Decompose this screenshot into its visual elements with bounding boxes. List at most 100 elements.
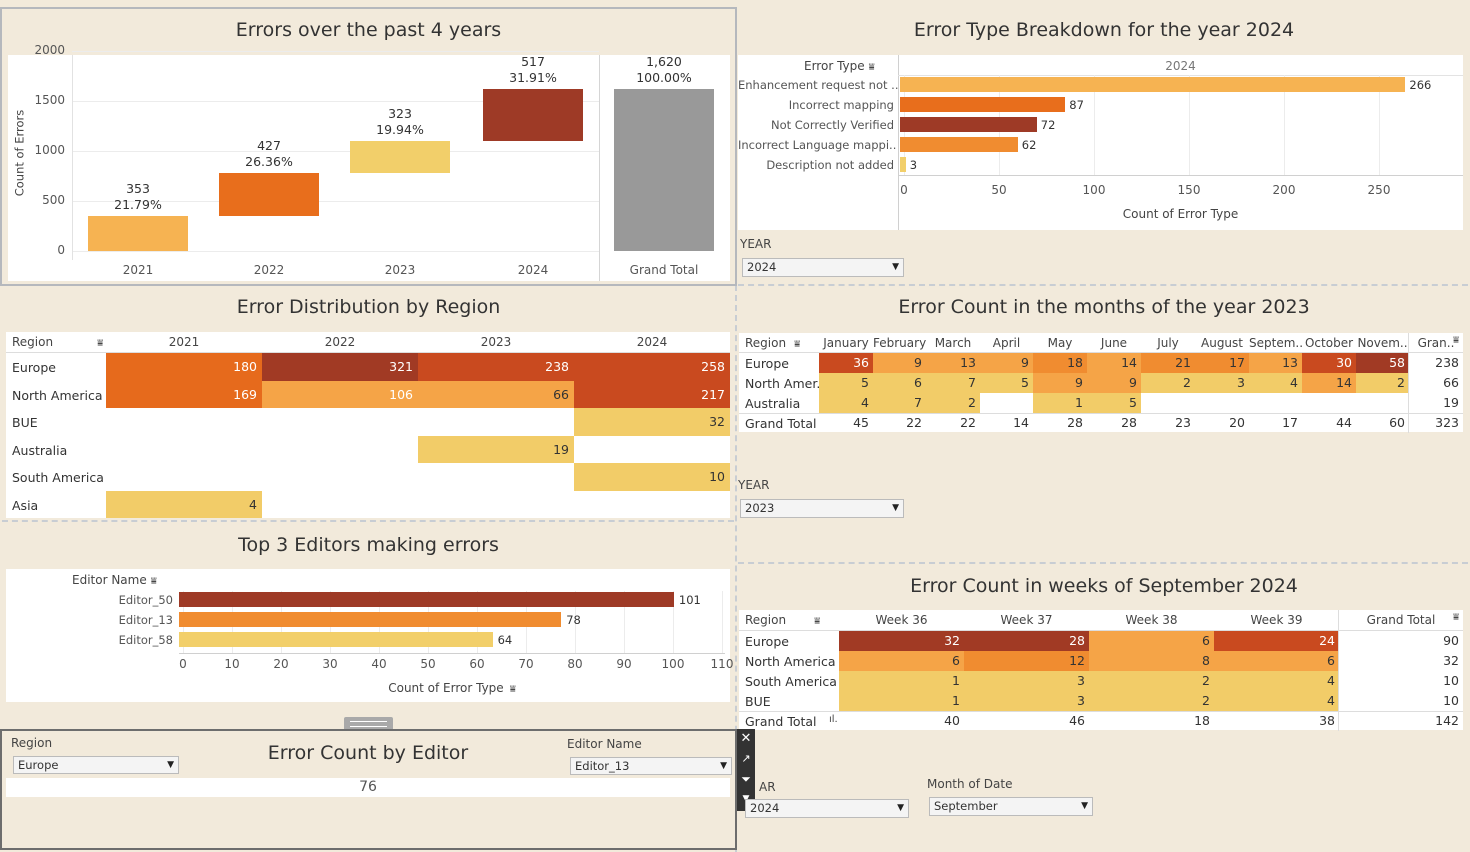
waterfall-panel[interactable]: [0, 7, 737, 286]
months-cell: 13: [926, 353, 980, 373]
editors-x-tick: 80: [567, 657, 583, 671]
filter-icon[interactable]: ⏷: [741, 772, 751, 786]
weeks-cell: 3: [964, 691, 1089, 711]
resize-handle[interactable]: [344, 717, 393, 729]
editors-x-label-text: Count of Error Type: [388, 681, 504, 695]
year-filter2-dropdown[interactable]: 2023 ▼: [740, 499, 904, 518]
chevron-down-icon: ▼: [897, 803, 904, 813]
waterfall-x-tick: 2023: [384, 263, 416, 277]
region-dist-year-header: 2023: [480, 335, 512, 349]
editor-count-region-label: Region: [11, 736, 53, 750]
editors-x-tick: 100: [661, 657, 685, 671]
bottom-year-dropdown[interactable]: 2024 ▼: [745, 799, 909, 818]
editors-gridline: [575, 591, 576, 653]
waterfall-percent-label: 100.00%: [636, 70, 692, 85]
months-region-label: Europe: [745, 356, 789, 371]
waterfall-value-label: 353: [126, 180, 150, 196]
months-header: May: [1047, 336, 1073, 350]
error-type-value-label: 72: [1040, 118, 1056, 132]
months-cell: 4: [819, 393, 873, 413]
sort-icon[interactable]: ⩸: [150, 576, 157, 587]
chevron-down-icon: ▼: [167, 760, 174, 770]
error-type-row-label: Incorrect mapping: [788, 98, 894, 112]
months-cell: 5: [819, 373, 873, 393]
sort-icon[interactable]: ⩸: [794, 339, 801, 350]
months-header: Gran..: [1417, 336, 1455, 350]
bottom-year-value: 2024: [750, 801, 780, 815]
error-type-value-label: 87: [1069, 98, 1084, 112]
editors-title: Top 3 Editors making errors: [238, 534, 499, 556]
months-row-total: 66: [1443, 375, 1459, 390]
region-dist-cell: 4: [106, 490, 262, 518]
months-col-header[interactable]: Region ⩸: [745, 336, 800, 350]
sort-icon[interactable]: ⩸: [868, 62, 875, 73]
editors-row-label: Editor_50: [118, 593, 173, 607]
year-filter-dropdown[interactable]: 2024 ▼: [742, 258, 904, 277]
waterfall-percent-label: 21.79%: [114, 196, 162, 212]
waterfall-gridline: [72, 101, 599, 102]
weeks-region-label: Europe: [745, 634, 789, 649]
error-type-bar: [900, 137, 1018, 152]
region-dist-cell: 217: [574, 380, 730, 408]
waterfall-percent-label: 26.36%: [245, 154, 293, 169]
region-dist-cell: 169: [106, 380, 262, 408]
editors-x-tick: 70: [518, 657, 534, 671]
region-dist-cell: 66: [418, 380, 574, 408]
months-header: March: [934, 336, 972, 350]
close-icon[interactable]: ✕: [740, 731, 752, 746]
months-grand-total-label: Grand Total: [745, 416, 817, 431]
months-cell: 9: [980, 353, 1033, 373]
error-type-bar: [900, 157, 906, 172]
weeks-col-header[interactable]: Region ⩸: [745, 613, 820, 627]
region-filter-dropdown[interactable]: Europe ▼: [13, 756, 179, 774]
error-type-col-header[interactable]: Error Type ⩸: [804, 59, 875, 73]
open-external-icon[interactable]: ↗: [741, 752, 751, 765]
editors-x-tick: 110: [710, 657, 734, 671]
region-dist-col-header-label: Region: [12, 335, 54, 349]
sort-icon[interactable]: ⩸: [509, 684, 516, 695]
sort-icon[interactable]: ⩸: [814, 616, 821, 627]
editors-col-header[interactable]: Editor Name ⩸: [72, 573, 157, 587]
waterfall-y-tick: 1000: [34, 143, 65, 157]
weeks-cell: 1: [839, 671, 964, 691]
weeks-row-total: 10: [1443, 673, 1459, 688]
months-grand-total-cell: 23: [1175, 415, 1191, 430]
month-filter-dropdown[interactable]: September ▼: [929, 797, 1093, 816]
weeks-grand-total-cell: 40: [944, 713, 960, 728]
editor-count-panel[interactable]: [0, 729, 737, 850]
editor-filter-dropdown[interactable]: Editor_13 ▼: [570, 757, 732, 775]
weeks-grand-total-cell: 18: [1194, 713, 1210, 728]
editors-x-label[interactable]: Count of Error Type ⩸: [179, 681, 725, 695]
waterfall-bar: [350, 140, 450, 173]
region-dist-region-label: South America: [12, 470, 104, 485]
editors-col-header-label: Editor Name: [72, 573, 147, 587]
sort-icon[interactable]: ⩸: [97, 338, 104, 349]
weeks-total-col-divider: [1338, 610, 1339, 731]
bottom-year-label: AR: [759, 780, 776, 794]
months-cell: 4: [1249, 373, 1302, 393]
error-type-value-label: 62: [1021, 138, 1037, 152]
weeks-row-total: 32: [1443, 653, 1459, 668]
weeks-cell: 32: [839, 631, 964, 651]
region-dist-region-label: Australia: [12, 442, 68, 458]
weeks-total-divider: [739, 711, 1463, 712]
region-dist-col-header[interactable]: Region ⩸: [12, 335, 103, 349]
months-cell: 36: [819, 353, 873, 373]
months-cell: 6: [873, 373, 926, 393]
error-type-chart: Error Type ⩸ 2024 Enhancement request not…: [738, 55, 1463, 230]
month-filter-value: September: [934, 799, 998, 813]
region-dist-cell: 32: [574, 408, 730, 436]
weeks-cell: 6: [1214, 651, 1339, 671]
region-dist-cell: 258: [574, 353, 730, 381]
editor-count-editor-label: Editor Name: [567, 737, 642, 751]
weeks-cell: 8: [1089, 651, 1214, 671]
editor-count-title: Error Count by Editor: [267, 742, 469, 764]
waterfall-x-tick: 2022: [253, 263, 285, 277]
editors-bar: [179, 612, 562, 627]
months-cell: 14: [1302, 373, 1356, 393]
months-cell: 18: [1033, 353, 1087, 373]
region-dist-cell: 106: [262, 380, 418, 408]
editors-bar: [179, 632, 493, 647]
region-dist-cell: 321: [262, 353, 418, 381]
waterfall-value-label: 427: [257, 138, 281, 153]
